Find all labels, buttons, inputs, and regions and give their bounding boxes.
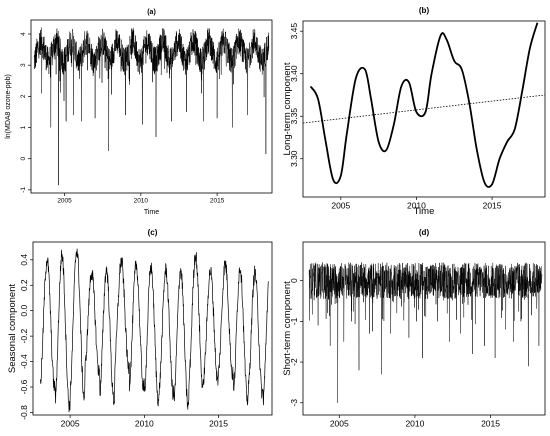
y-axis-label: Long-term component	[282, 62, 293, 155]
trend-line	[303, 94, 545, 124]
x-axis-label: Time	[414, 206, 435, 217]
x-axis-label: Time	[144, 209, 159, 216]
series-area	[40, 248, 269, 413]
x-tick-label: 2015	[209, 419, 228, 429]
y-tick-label: -0.4	[19, 354, 29, 369]
panel-a: (a) 2005 2010 2015 -1 0 1 2 3 4 Time ln(MDA8 ozone-…	[5, 9, 273, 216]
y-tick-label: 3.40	[289, 65, 299, 82]
x-tick-label: 2010	[405, 419, 424, 429]
y-tick-label: 0.4	[19, 254, 29, 266]
y-tick-label: -0.2	[19, 329, 29, 344]
series-area	[33, 27, 270, 186]
y-tick-label: -2	[289, 358, 299, 366]
x-tick-label: 2005	[57, 198, 72, 205]
series-line-ozone	[33, 27, 270, 186]
y-axis-label: ln(MDA8 ozone-ppb)	[5, 74, 12, 139]
x-tick-label: 2010	[135, 419, 154, 429]
x-tick-label: 2015	[481, 419, 500, 429]
y-tick-label: -0.6	[19, 379, 29, 394]
seasonal-line	[40, 248, 269, 413]
panel-title: (b)	[419, 6, 430, 15]
y-tick-label: 3	[20, 63, 27, 67]
y-tick-label: 0	[289, 278, 299, 283]
y-tick-label: 2	[20, 94, 27, 98]
plot-frame	[302, 20, 546, 198]
short-term-line	[308, 261, 543, 403]
panel-title: (a)	[147, 9, 156, 16]
y-tick-label: -1	[20, 187, 27, 193]
y-tick-label: 3.30	[289, 150, 299, 167]
x-tick-label: 2015	[483, 201, 502, 211]
plot-frame	[302, 241, 546, 416]
y-tick-label: -1	[289, 317, 299, 325]
plot-frame	[30, 19, 273, 194]
y-tick-label: 3.35	[289, 108, 299, 125]
panel-b: (b) 2005 2010 2015 3.30 3.35 3.40 3.45 Time Long-…	[282, 6, 546, 217]
y-tick-label: -3	[289, 399, 299, 407]
y-tick-label: 0	[20, 157, 27, 161]
x-tick-label: 2005	[331, 201, 350, 211]
x-tick-label: 2015	[210, 198, 225, 205]
y-tick-label: -0.8	[19, 405, 29, 420]
y-tick-label: 1	[20, 125, 27, 129]
long-term-curve	[309, 22, 539, 188]
panel-title: (d)	[419, 228, 430, 237]
x-tick-label: 2010	[407, 201, 426, 211]
panel-title: (c)	[148, 228, 158, 237]
panel-c: (c) 2005 2010 2015 -0.8 -0.6 -0.4 -0.2 0.0 0.2 0.4…	[7, 228, 273, 429]
y-tick-label: 0.2	[19, 279, 29, 291]
y-tick-label: 3.45	[289, 23, 299, 40]
y-axis-label: Short-term component	[282, 281, 293, 376]
series-area	[303, 22, 545, 188]
plot-frame	[32, 241, 273, 416]
y-tick-label: 0.0	[19, 305, 29, 317]
x-tick-label: 2010	[134, 198, 149, 205]
x-tick-label: 2005	[61, 419, 80, 429]
series-area	[308, 261, 543, 403]
x-tick-label: 2005	[330, 419, 349, 429]
y-tick-label: 4	[20, 32, 27, 36]
y-axis-label: Seasonal component	[7, 284, 18, 374]
